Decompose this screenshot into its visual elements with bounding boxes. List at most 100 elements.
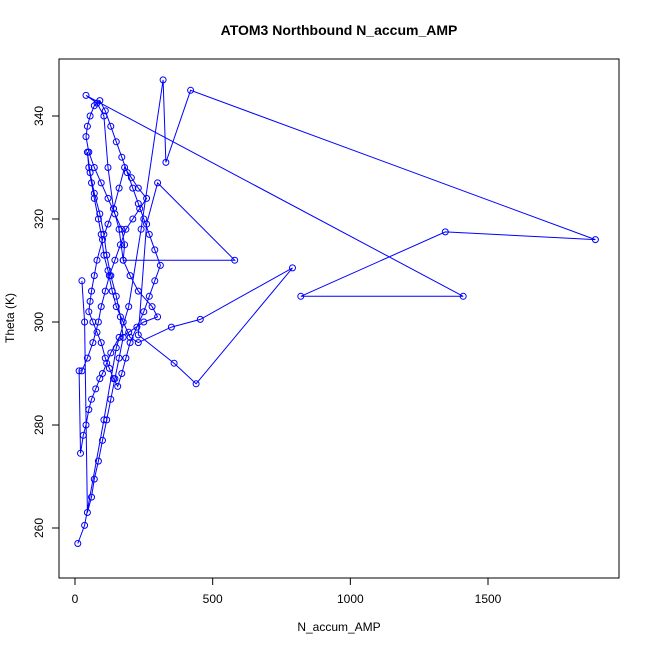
data-point [148,303,156,311]
data-point [127,174,135,182]
data-point [112,344,120,352]
data-point [108,287,116,295]
data-point [86,112,94,120]
series-line [77,79,596,544]
chart-title: ATOM3 Northbound N_accum_AMP [221,22,458,38]
y-tick-label: 320 [32,209,46,229]
data-point [104,164,112,171]
data-point [192,380,200,388]
data-point [119,256,127,264]
y-tick-label: 340 [32,106,46,126]
data-point [74,540,82,547]
data-point [129,184,137,192]
data-point [96,210,104,218]
data-point [115,354,123,362]
data-point [100,251,108,259]
data-point [134,287,142,295]
data-point [90,194,98,202]
data-point [136,205,144,213]
data-point [79,431,87,439]
data-point [134,339,142,347]
data-point [99,436,106,444]
data-point [125,303,133,311]
data-point [99,236,106,244]
data-point [126,339,134,347]
data-point [111,210,119,218]
data-point [104,267,112,274]
data-point [123,169,131,177]
data-point [86,297,94,305]
y-tick-label: 260 [32,518,46,538]
data-point [97,303,105,311]
data-point [83,509,91,516]
data-point [125,328,133,336]
data-point [105,364,113,372]
data-point [196,315,204,323]
data-point [231,256,239,264]
data-point [591,236,599,244]
data-point [140,215,148,223]
data-point [126,272,134,280]
data-point [159,76,167,84]
data-series [74,76,599,547]
data-point [140,318,148,326]
data-point [88,287,95,295]
data-point [145,292,153,300]
data-point [81,318,89,326]
data-point [111,375,119,383]
data-point [297,292,305,300]
data-point [97,230,105,238]
data-point [459,292,467,300]
data-point [137,225,145,233]
data-point [89,318,97,326]
data-point [90,475,98,483]
data-point [116,241,124,249]
data-point [96,375,104,383]
y-tick-label: 280 [32,415,46,435]
data-point [89,339,97,347]
data-point [88,493,95,501]
data-point [107,349,115,357]
data-point [122,225,130,233]
data-point [103,251,111,259]
data-point [93,328,101,336]
data-point [78,277,86,285]
data-point [85,308,93,316]
data-point [289,264,296,272]
data-point [90,102,98,110]
data-point [112,303,120,311]
data-point [97,179,105,187]
data-point [93,256,101,264]
data-point [101,287,109,295]
data-point [154,179,162,187]
data-point [107,122,115,130]
data-point [112,292,120,300]
data-point [441,228,449,236]
x-tick-label: 500 [203,592,223,606]
data-point [119,333,127,341]
data-point [115,225,123,233]
data-point [118,153,126,161]
data-point [103,416,111,424]
data-point [107,272,115,280]
data-point [133,323,141,331]
x-axis-label: N_accum_AMP [297,620,380,634]
data-point [94,457,102,465]
data-point [82,421,90,429]
data-point [112,138,120,146]
data-point [187,86,195,94]
data-point [83,148,91,156]
data-point [143,220,151,228]
data-point [154,313,162,321]
data-point [96,97,104,105]
data-point [85,164,93,171]
data-point [107,395,115,403]
data-point [101,354,109,362]
data-point [111,256,119,264]
y-axis-label: Theta (K) [3,293,17,343]
data-point [118,225,126,233]
data-point [77,449,84,457]
data-point [100,230,108,238]
data-point [116,313,124,321]
